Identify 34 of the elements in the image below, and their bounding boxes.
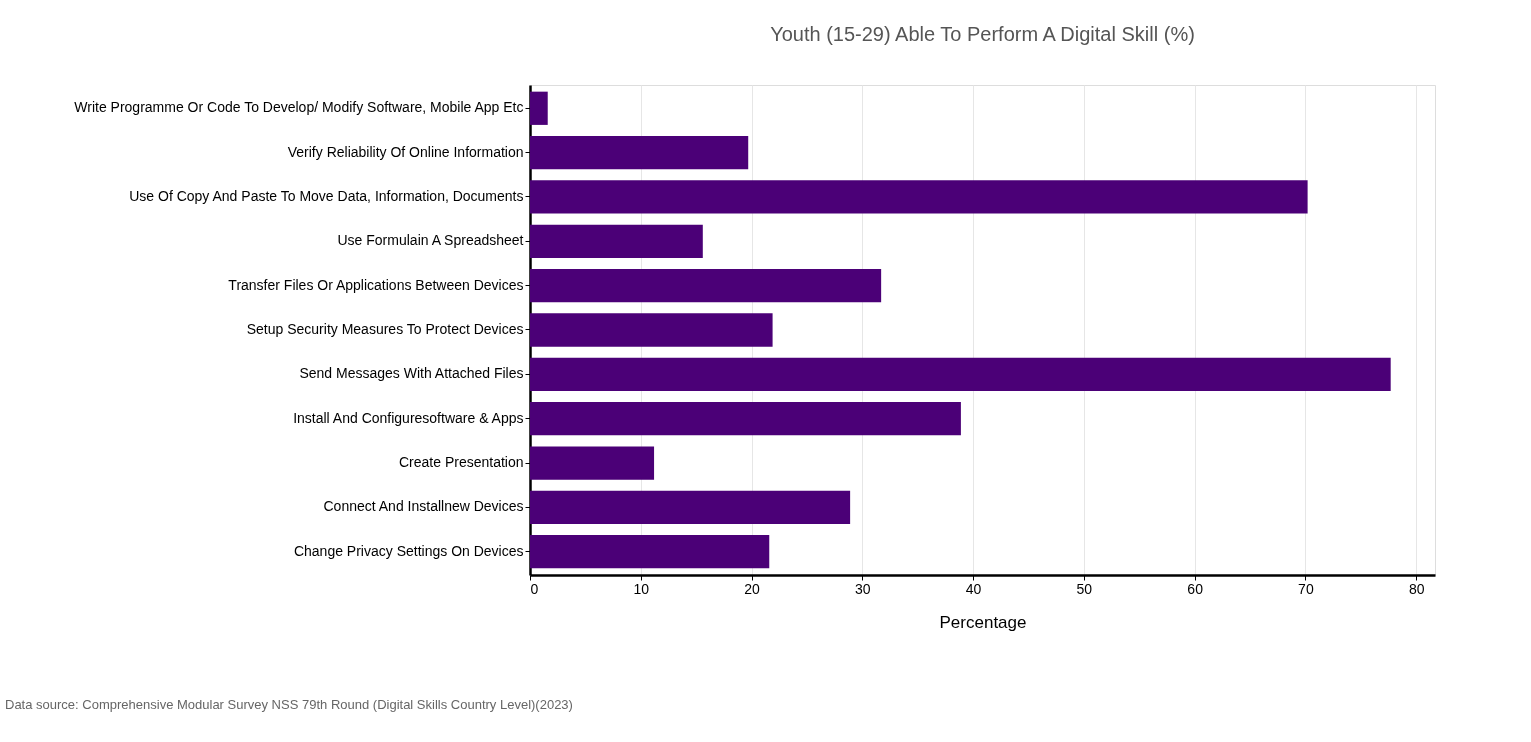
x-tick-label: 80 xyxy=(1408,580,1425,597)
y-tick-label: Install And Configuresoftware & Apps xyxy=(293,409,524,426)
x-tick-label: 10 xyxy=(633,580,650,597)
bar xyxy=(530,91,548,125)
x-axis-title: Percentage xyxy=(939,612,1027,632)
bar xyxy=(530,313,773,347)
y-tick-label: Verify Reliability Of Online Information xyxy=(287,143,524,160)
x-tick-label: 60 xyxy=(1187,580,1204,597)
bar xyxy=(530,180,1308,214)
y-tick-label: Create Presentation xyxy=(398,454,524,471)
bar xyxy=(530,357,1391,391)
chart-title: Youth (15-29) Able To Perform A Digital Skill (%) xyxy=(770,23,1195,45)
y-tick-label: Write Programme Or Code To Develop/ Modify Software, Mobile App Etc xyxy=(74,99,524,116)
y-tick-label: Transfer Files Or Applications Between Devices xyxy=(228,276,524,293)
y-tick-label: Use Formulain A Spreadsheet xyxy=(337,232,524,249)
y-tick-label: Use Of Copy And Paste To Move Data, Information, Documents xyxy=(129,187,524,204)
x-tick-label: 20 xyxy=(744,580,761,597)
bar xyxy=(530,402,961,436)
x-tick-label: 0 xyxy=(530,580,539,597)
bar xyxy=(530,535,770,569)
y-tick-label: Setup Security Measures To Protect Devices xyxy=(246,321,524,337)
bar xyxy=(530,136,749,170)
x-tick-label: 30 xyxy=(855,580,871,597)
y-tick-label: Change Privacy Settings On Devices xyxy=(293,542,524,559)
y-tick-label: Send Messages With Attached Files xyxy=(299,365,524,382)
source-note: Data source: Comprehensive Modular Survey NSS 79th Round (Digital Skills Country Level)(2023) xyxy=(5,697,573,712)
bar xyxy=(530,490,851,524)
y-tick-label: Connect And Installnew Devices xyxy=(323,498,524,515)
x-tick-label: 70 xyxy=(1298,580,1314,597)
bar xyxy=(530,269,882,303)
x-tick-label: 40 xyxy=(965,580,982,597)
bar xyxy=(530,224,703,258)
x-tick-label: 50 xyxy=(1076,580,1093,597)
bar xyxy=(530,446,655,480)
